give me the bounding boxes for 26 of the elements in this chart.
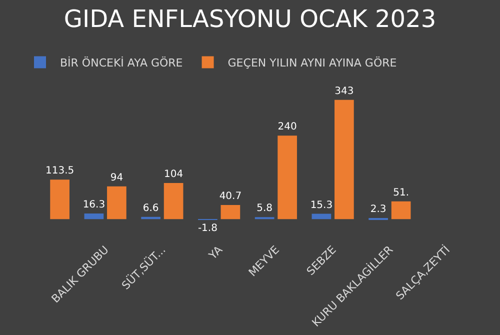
bar xyxy=(84,213,104,220)
data-label: 94 xyxy=(110,172,124,184)
data-label: -1.8 xyxy=(198,223,218,234)
data-label: 113.5 xyxy=(45,166,74,177)
data-label: 16.3 xyxy=(82,199,106,210)
data-label: 15.3 xyxy=(310,200,333,211)
data-label: 343 xyxy=(334,86,354,97)
x-tick-label: YA xyxy=(206,242,226,263)
data-label: 2.3 xyxy=(370,204,386,215)
bar xyxy=(164,182,184,220)
data-label: 6.6 xyxy=(142,202,159,214)
bar xyxy=(50,180,70,220)
legend-label: BİR ÖNCEKİ AYA GÖRE xyxy=(60,56,183,70)
chart-title: GIDA ENFLASYONU OCAK 2023 xyxy=(64,4,436,33)
data-label: 51. xyxy=(393,187,410,198)
data-label: 5.8 xyxy=(256,203,273,214)
bar xyxy=(391,201,411,220)
data-label: 104 xyxy=(164,168,184,180)
data-label: 240 xyxy=(278,122,297,133)
bar xyxy=(220,204,240,220)
bar xyxy=(107,186,126,220)
data-label: 40.7 xyxy=(219,190,242,202)
legend-label: GEÇEN YILIN AYNI AYINA GÖRE xyxy=(228,56,397,70)
bar xyxy=(334,100,354,220)
bar xyxy=(278,136,297,220)
bar xyxy=(312,214,332,220)
